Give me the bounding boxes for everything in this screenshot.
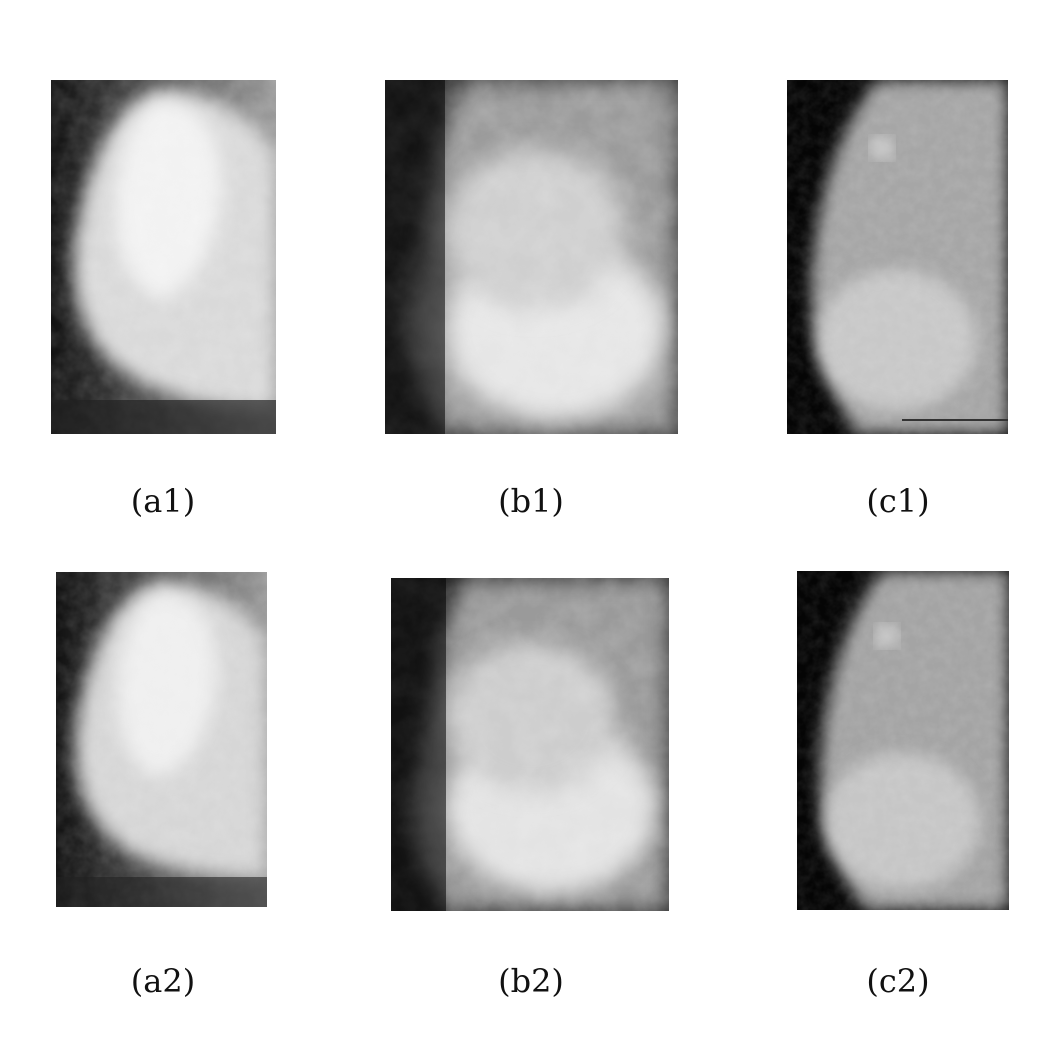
mammogram-image-c1 bbox=[787, 80, 1008, 434]
mammogram-image-b2 bbox=[391, 578, 669, 911]
caption-b1: (b1) bbox=[498, 482, 564, 520]
caption-a1: (a1) bbox=[130, 482, 196, 520]
mammogram-image-a2 bbox=[56, 572, 267, 907]
caption-c1: (c1) bbox=[866, 482, 930, 520]
caption-a2: (a2) bbox=[130, 962, 196, 1000]
mammogram-image-c2 bbox=[797, 571, 1009, 910]
caption-b2: (b2) bbox=[498, 962, 564, 1000]
caption-c2: (c2) bbox=[866, 962, 930, 1000]
mammogram-image-a1 bbox=[51, 80, 276, 434]
mammogram-image-b1 bbox=[385, 80, 678, 434]
